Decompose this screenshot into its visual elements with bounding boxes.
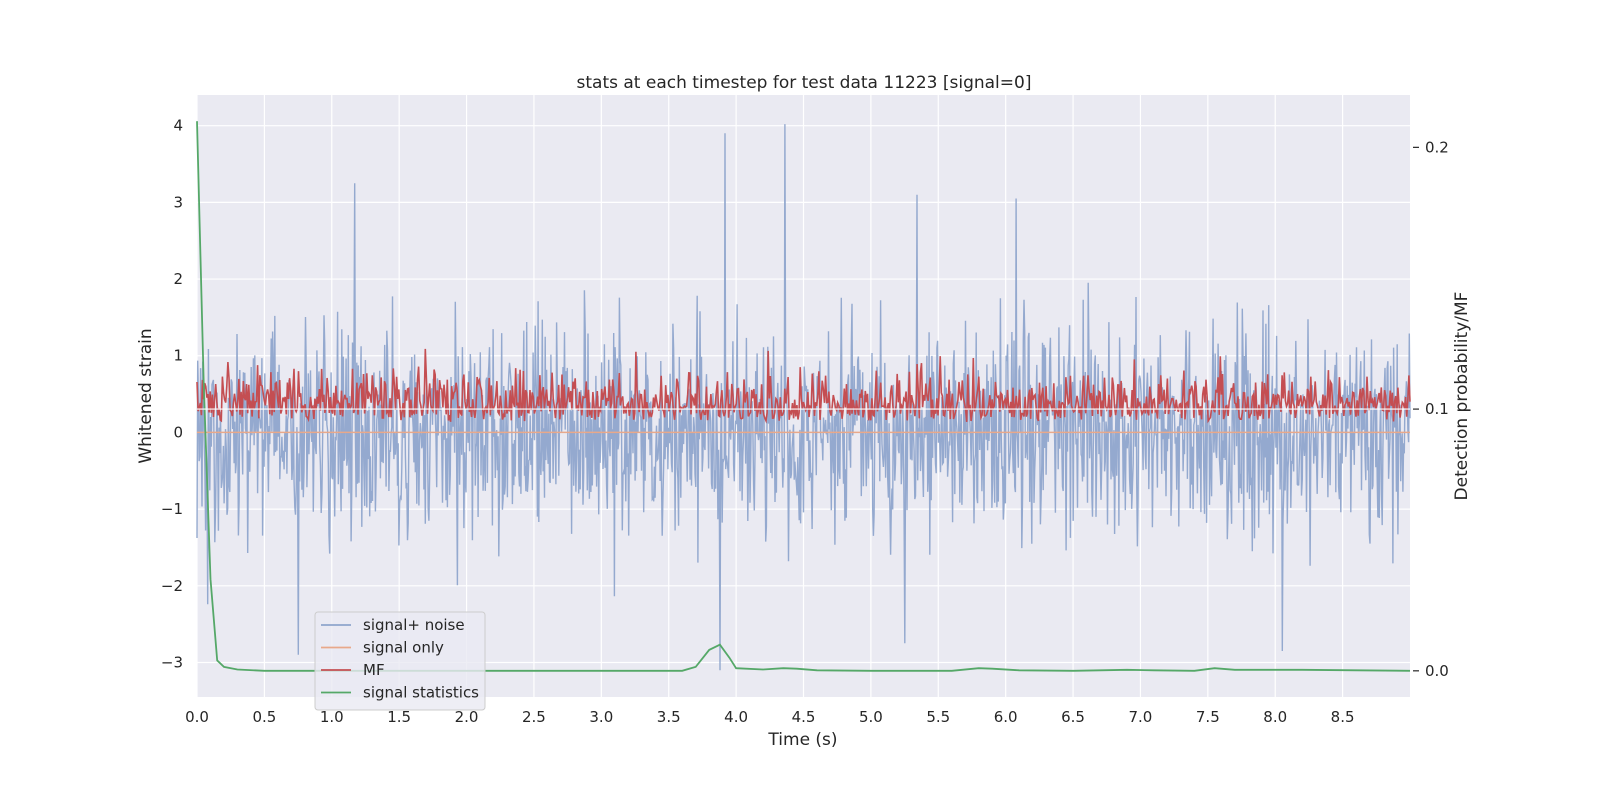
x-tick-label: 4.0 <box>724 708 748 726</box>
y-axis-right-ticks: 0.0 0.1 0.2 <box>1413 138 1449 680</box>
x-tick-label: 1.0 <box>320 708 344 726</box>
x-tick-label: 2.0 <box>455 708 479 726</box>
y-tick-label: −3 <box>161 653 183 671</box>
x-tick-label: 6.0 <box>994 708 1018 726</box>
series-layer <box>196 121 1411 672</box>
x-tick-label: 6.5 <box>1061 708 1085 726</box>
y-axis-ticks: −3 −2 −1 0 1 2 3 4 <box>161 117 183 672</box>
x-tick-label: 7.5 <box>1196 708 1220 726</box>
legend-box <box>314 611 486 711</box>
x-tick-label: 3.0 <box>589 708 613 726</box>
x-tick-label: 7.0 <box>1129 708 1153 726</box>
y-tick-label: 3 <box>173 193 183 211</box>
legend-label: signal+ noise <box>363 616 465 634</box>
series-mf <box>196 348 1411 424</box>
chart-title: stats at each timestep for test data 112… <box>577 73 1032 93</box>
y-tick-label: 0 <box>173 423 183 441</box>
legend-label: MF <box>363 661 385 679</box>
x-tick-label: 8.5 <box>1331 708 1355 726</box>
x-tick-label: 2.5 <box>522 708 546 726</box>
y-right-tick-label: 0.0 <box>1425 662 1449 680</box>
x-tick-label: 0.0 <box>185 708 209 726</box>
series-signal-statistics <box>196 121 1411 672</box>
x-tick-label: 5.0 <box>859 708 883 726</box>
legend-label: signal only <box>363 639 444 657</box>
y-axis-right-title: Detection probability/MF <box>1452 292 1472 501</box>
x-axis-title: Time (s) <box>767 730 837 750</box>
legend: signal+ noise signal only MF signal statist… <box>314 611 486 711</box>
x-tick-label: 8.0 <box>1263 708 1287 726</box>
y-tick-label: 2 <box>173 270 183 288</box>
y-tick-label: −1 <box>161 500 183 518</box>
y-tick-label: 1 <box>173 347 183 365</box>
y-tick-label: 4 <box>173 117 183 135</box>
x-tick-label: 4.5 <box>792 708 816 726</box>
y-right-tick-label: 0.2 <box>1425 138 1449 156</box>
y-axis-title: Whitened strain <box>136 328 156 463</box>
x-tick-label: 1.5 <box>387 708 411 726</box>
x-axis-ticks: 0.0 0.5 1.0 1.5 2.0 2.5 3.0 3.5 4.0 4.5 5.0 5.5 6.0 6… <box>185 708 1354 726</box>
legend-label: signal statistics <box>363 684 479 702</box>
y-right-tick-label: 0.1 <box>1425 400 1449 418</box>
x-tick-label: 5.5 <box>926 708 950 726</box>
x-tick-label: 3.5 <box>657 708 681 726</box>
x-tick-label: 0.5 <box>252 708 276 726</box>
y-tick-label: −2 <box>161 577 183 595</box>
